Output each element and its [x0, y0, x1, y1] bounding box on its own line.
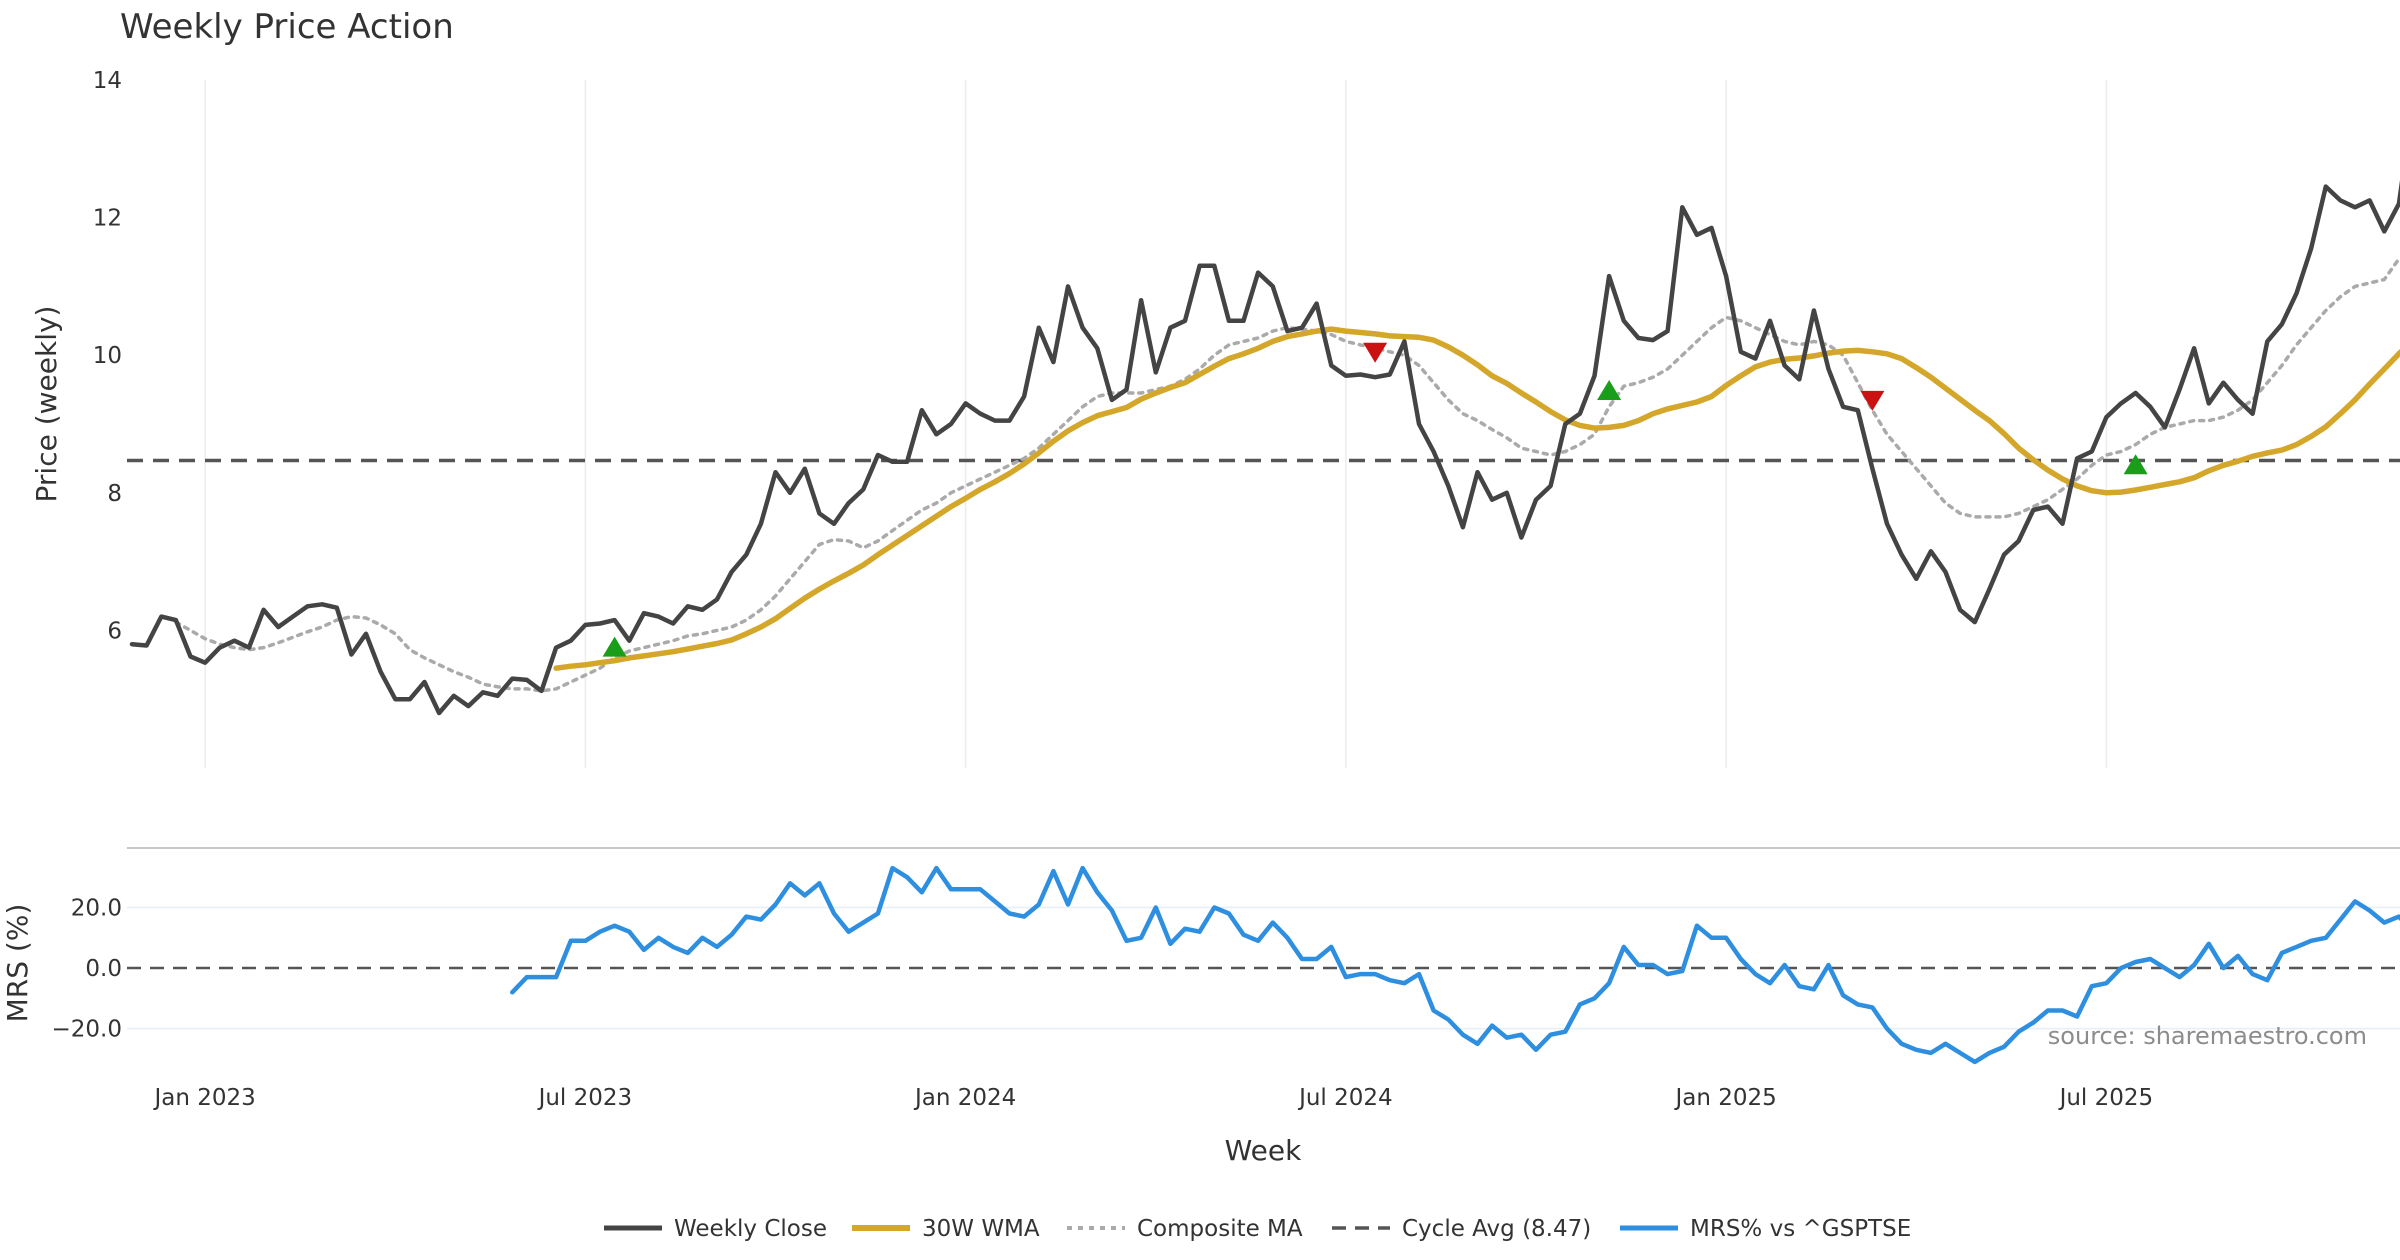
weekly-close-line — [129, 179, 2400, 716]
mrs-y-tick-labels: 20.0 0.0 −20.0 — [52, 895, 122, 1042]
price-y-tick-labels: 6 8 10 12 14 — [93, 68, 122, 644]
mrs-y-tick-0: 0.0 — [85, 956, 122, 982]
x-tick-labels: Jan 2023 Jul 2023 Jan 2024 Jul 2024 Jan 2025… — [152, 1085, 2153, 1111]
legend-label-4: MRS% vs ^GSPTSE — [1690, 1216, 1911, 1242]
x-tick-5: Jul 2025 — [2058, 1085, 2154, 1111]
price-y-tick-8: 8 — [107, 481, 122, 507]
x-tick-0: Jan 2023 — [152, 1085, 255, 1111]
legend-label-3: Cycle Avg (8.47) — [1402, 1216, 1591, 1242]
price-y-tick-12: 12 — [93, 206, 122, 232]
price-y-tick-6: 6 — [107, 618, 122, 644]
wma-30w-line — [553, 326, 2400, 671]
x-tick-3: Jul 2024 — [1297, 1085, 1393, 1111]
price-series — [129, 179, 2400, 716]
signal-markers — [602, 342, 2148, 657]
buy-signal-triangle-2 — [2123, 454, 2148, 475]
mrs-series — [510, 865, 2400, 1065]
legend-label-1: 30W WMA — [922, 1216, 1040, 1242]
x-tick-4: Jan 2025 — [1673, 1085, 1776, 1111]
mrs-y-tick--20: −20.0 — [52, 1017, 122, 1043]
buy-signal-triangle-1 — [1597, 379, 1622, 400]
buy-signal-triangle-0 — [602, 636, 627, 657]
mrs-y-tick-20: 20.0 — [71, 895, 122, 921]
composite-ma-line — [174, 257, 2400, 693]
legend-label-0: Weekly Close — [674, 1216, 827, 1242]
legend: Weekly Close 30W WMA Composite MA Cycle Avg… — [604, 1216, 1911, 1242]
price-y-tick-10: 10 — [93, 343, 122, 369]
source-credit: source: sharemaestro.com — [2048, 1022, 2367, 1050]
price-y-tick-14: 14 — [93, 68, 122, 94]
x-axis-label: Week — [1225, 1134, 1302, 1167]
x-tick-2: Jan 2024 — [913, 1085, 1016, 1111]
x-tick-1: Jul 2023 — [537, 1085, 633, 1111]
price-grid — [204, 80, 2108, 768]
price-y-axis-label: Price (weekly) — [30, 306, 63, 503]
sell-signal-triangle-0 — [1363, 342, 1388, 363]
legend-label-2: Composite MA — [1137, 1216, 1303, 1242]
sell-signal-triangle-1 — [1860, 390, 1885, 411]
mrs-y-axis-label: MRS (%) — [1, 904, 34, 1023]
chart-title: Weekly Price Action — [120, 7, 454, 47]
mrs-line — [510, 865, 2400, 1065]
